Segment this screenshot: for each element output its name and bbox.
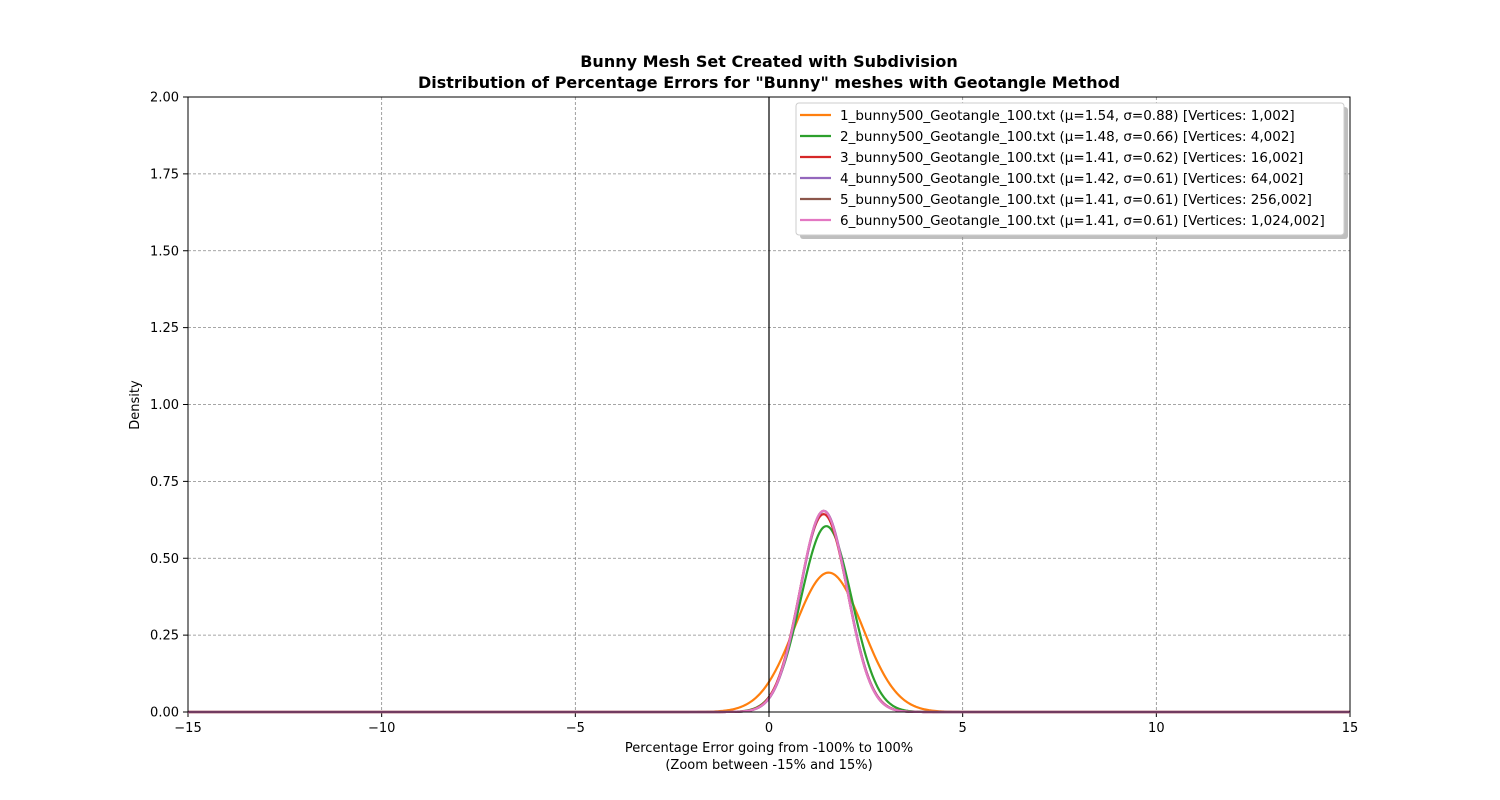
y-tick-label: 1.50 xyxy=(150,244,179,259)
x-tick-label: −10 xyxy=(368,721,395,736)
x-tick-label: 0 xyxy=(765,721,773,736)
x-tick-label: 5 xyxy=(959,721,967,736)
axis-ticks: −15 −10 −5 0 5 10 15 0.00 0.25 0.50 0.75 1.00 1.25 1.… xyxy=(150,91,1358,737)
legend-box xyxy=(795,102,1345,236)
x-tick-label: −5 xyxy=(566,721,585,736)
legend: 1_bunny500_Geotangle_100.txt (μ=1.54, σ=… xyxy=(795,102,1348,239)
legend-label-5: 5_bunny500_Geotangle_100.txt (μ=1.41, σ=… xyxy=(840,192,1312,208)
x-axis-note: (Zoom between -15% and 15%) xyxy=(665,758,872,773)
y-axis-label: Density xyxy=(128,380,143,430)
y-tick-label: 0.25 xyxy=(150,629,179,644)
x-tick-label: 10 xyxy=(1148,721,1165,736)
y-tick-label: 0.50 xyxy=(150,552,179,567)
y-tick-label: 1.75 xyxy=(150,167,179,182)
legend-label-6: 6_bunny500_Geotangle_100.txt (μ=1.41, σ=… xyxy=(840,213,1325,229)
plot-frame xyxy=(187,96,1351,713)
legend-label-3: 3_bunny500_Geotangle_100.txt (μ=1.41, σ=… xyxy=(840,150,1303,166)
legend-label-2: 2_bunny500_Geotangle_100.txt (μ=1.48, σ=… xyxy=(840,129,1295,145)
y-tick-label: 1.00 xyxy=(150,398,179,413)
chart-subtitle: Distribution of Percentage Errors for "B… xyxy=(418,73,1120,92)
x-tick-label: −15 xyxy=(174,721,201,736)
legend-label-1: 1_bunny500_Geotangle_100.txt (μ=1.54, σ=… xyxy=(840,108,1295,124)
y-tick-label: 2.00 xyxy=(150,91,179,106)
x-tick-label: 15 xyxy=(1342,721,1359,736)
x-axis-label: Percentage Error going from -100% to 100… xyxy=(625,741,913,756)
chart-title: Bunny Mesh Set Created with Subdivision xyxy=(580,52,958,71)
y-tick-label: 0.75 xyxy=(150,475,179,490)
y-tick-label: 1.25 xyxy=(150,321,179,336)
y-tick-label: 0.00 xyxy=(150,706,179,721)
legend-label-4: 4_bunny500_Geotangle_100.txt (μ=1.42, σ=… xyxy=(840,171,1303,187)
